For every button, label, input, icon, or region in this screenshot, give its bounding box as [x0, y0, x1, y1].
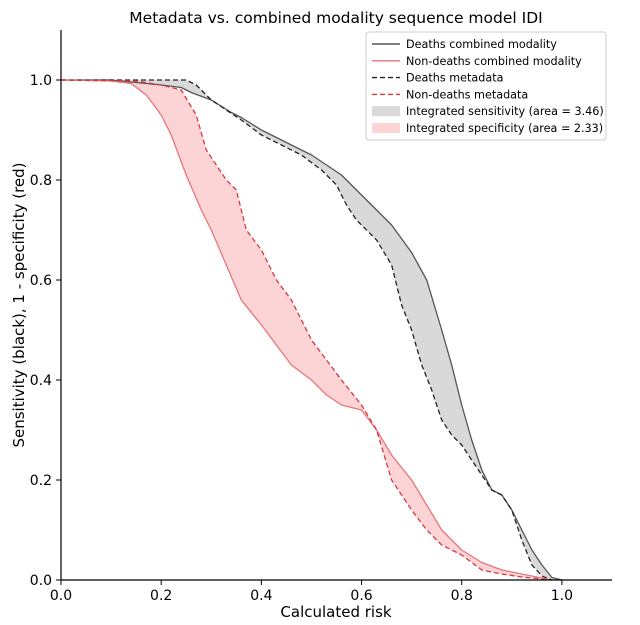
- line-layer: [60, 79, 563, 581]
- y-tick-label: 0.6: [30, 273, 52, 289]
- tick-layer: 0.0 0.2 0.4 0.6 0.8 1.0 0.0 0.2 0.4 0.6 0.8 1.0: [30, 73, 573, 604]
- non-deaths-combined-modality-line: [60, 79, 553, 581]
- legend-frame: [365, 31, 607, 141]
- x-tick-label: 0.2: [150, 588, 172, 604]
- legend: Deaths combined modality Non-deaths combi…: [365, 31, 607, 141]
- y-tick-label: 0.2: [30, 473, 52, 489]
- x-tick-label: 0.6: [350, 588, 372, 604]
- x-tick-label: 0.0: [50, 588, 72, 604]
- x-tick-label: 0.4: [250, 588, 272, 604]
- x-axis-label: Calculated risk: [280, 603, 391, 621]
- y-axis-label: Sensitivity (black), 1 - specificity (re…: [10, 162, 28, 447]
- non-deaths-metadata-line: [60, 79, 552, 581]
- axes-layer: [60, 30, 612, 581]
- y-tick-label: 0.8: [30, 173, 52, 189]
- x-tick-label: 0.8: [451, 588, 473, 604]
- legend-label-non-deaths-metadata: Non-deaths metadata: [406, 88, 528, 101]
- y-tick-label: 1.0: [30, 73, 52, 89]
- deaths-metadata-line: [61, 79, 553, 581]
- legend-label-integrated-sensitivity-area-3-46: Integrated sensitivity (area = 3.46): [406, 105, 604, 118]
- legend-label-integrated-specificity-area-2-33: Integrated specificity (area = 2.33): [406, 122, 603, 135]
- legend-label-deaths-metadata: Deaths metadata: [406, 72, 503, 85]
- legend-swatch-integrated-sensitivity-area-3-46: [372, 106, 400, 117]
- y-tick-label: 0.0: [30, 573, 52, 589]
- deaths-combined-modality-line: [61, 79, 563, 581]
- legend-label-non-deaths-combined-modality: Non-deaths combined modality: [406, 55, 582, 68]
- legend-label-deaths-combined-modality: Deaths combined modality: [406, 38, 557, 51]
- x-tick-label: 1.0: [551, 588, 573, 604]
- y-tick-label: 0.4: [30, 373, 52, 389]
- legend-swatch-integrated-specificity-area-2-33: [372, 123, 400, 133]
- chart-title: Metadata vs. combined modality sequence …: [129, 9, 542, 27]
